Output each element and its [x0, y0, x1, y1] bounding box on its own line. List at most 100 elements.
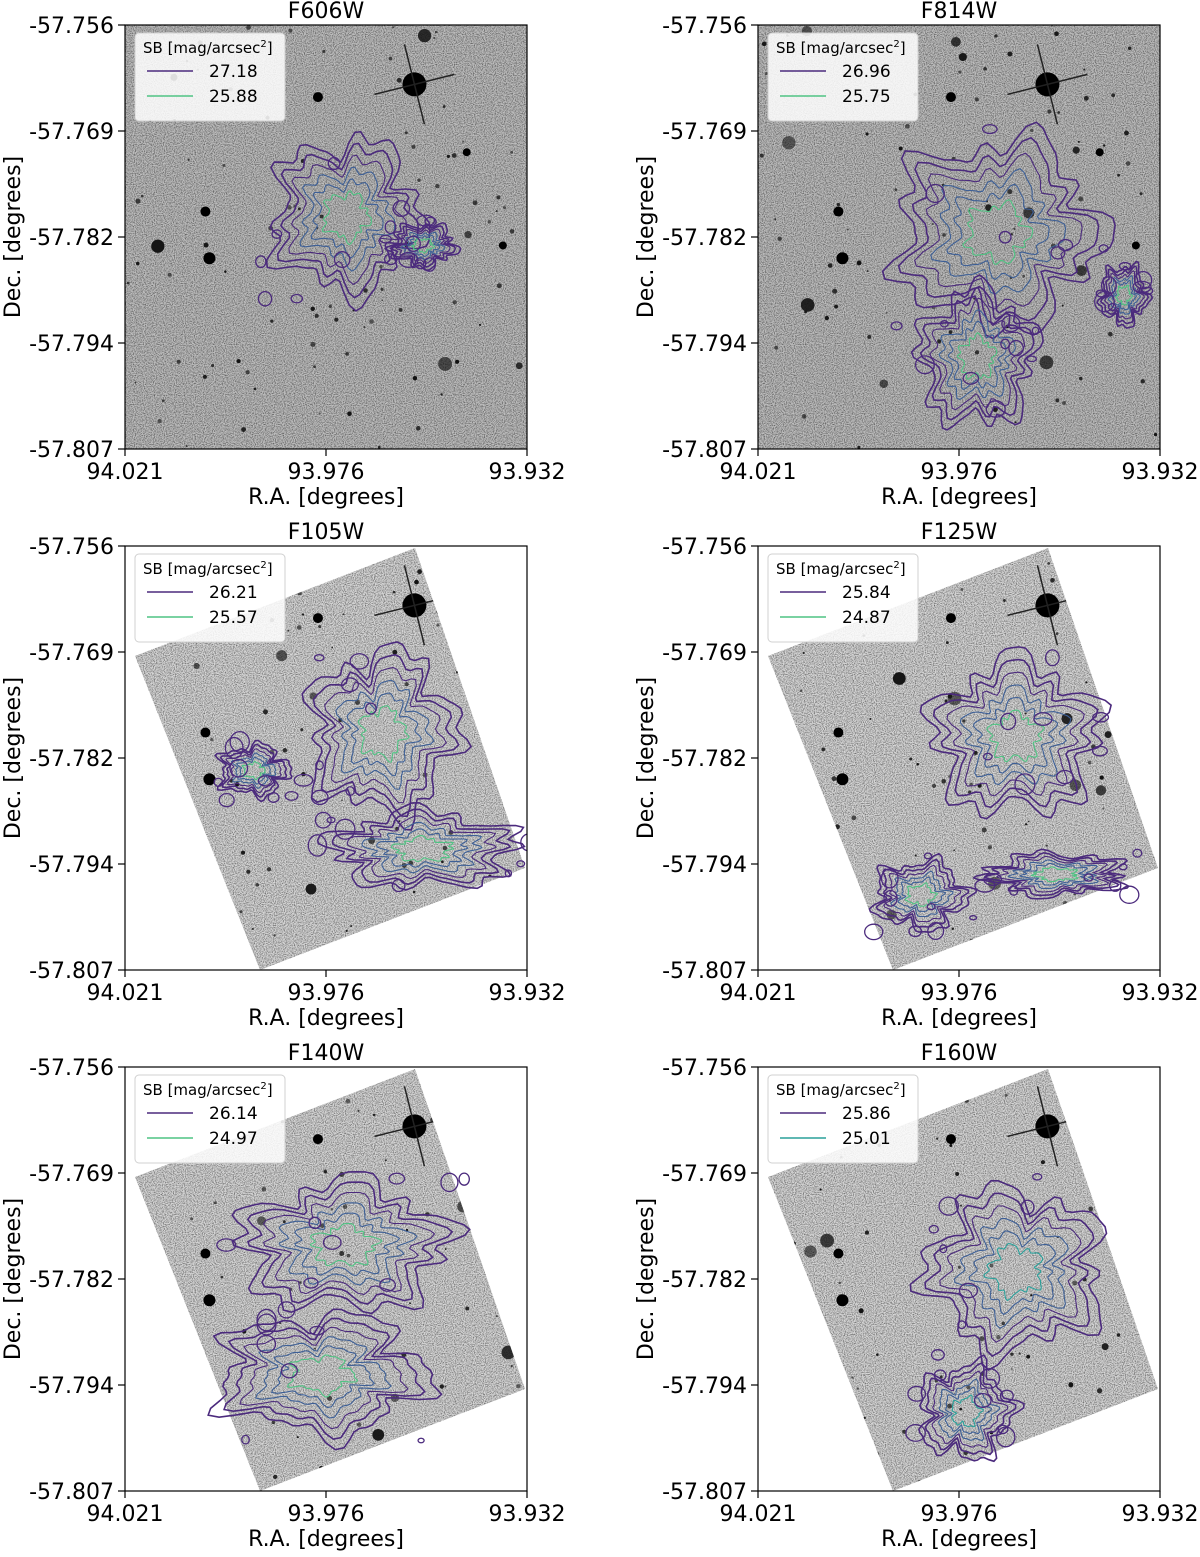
source [942, 232, 947, 237]
source [1013, 227, 1016, 230]
source [187, 1432, 193, 1437]
source [270, 319, 274, 323]
contour-blob [957, 1320, 967, 1330]
bright-star [203, 252, 216, 265]
legend-box [767, 32, 919, 122]
source [514, 1302, 517, 1305]
source [523, 955, 525, 958]
contour-line [288, 154, 408, 286]
source [187, 158, 190, 161]
source [1125, 161, 1131, 166]
contour-line [309, 1223, 383, 1267]
contour-blob [516, 860, 526, 868]
source [135, 766, 139, 770]
source [417, 178, 421, 182]
legend-entry: 26.96 [842, 62, 891, 82]
x-axis-label: R.A. [degrees] [881, 1006, 1037, 1031]
contour-line [331, 808, 512, 886]
source [498, 1142, 510, 1154]
source [190, 1217, 194, 1221]
contour-blob [293, 773, 314, 787]
y-tick-label: -57.782 [662, 1268, 747, 1293]
source [451, 153, 457, 158]
source [381, 299, 384, 301]
y-tick-label: -57.807 [662, 1480, 747, 1505]
contour-blob [256, 1308, 277, 1332]
source [778, 1368, 791, 1381]
source [392, 26, 395, 29]
contour-blob [520, 833, 527, 852]
source [320, 1223, 325, 1229]
legend: SB [mag/arcsec2] 25.84 24.87 [767, 553, 919, 643]
source [496, 283, 502, 289]
source [777, 236, 782, 241]
panel-title: F814W [921, 0, 998, 24]
contour-blob [1091, 745, 1108, 757]
source [761, 1412, 765, 1416]
source [417, 29, 432, 43]
source [502, 205, 507, 210]
contour-blob [1020, 1199, 1035, 1215]
contour-blob [340, 677, 359, 693]
contour-line [868, 852, 978, 934]
y-tick-label: -57.782 [662, 747, 747, 772]
source [500, 912, 502, 915]
source [1104, 731, 1112, 739]
source [372, 1428, 385, 1441]
bright-star [1131, 762, 1140, 771]
contour-blob [985, 400, 1006, 418]
contour-line [236, 756, 272, 785]
source [1108, 1075, 1113, 1080]
source [1018, 1448, 1023, 1453]
source [981, 827, 987, 833]
source [857, 915, 860, 919]
source [462, 140, 465, 143]
contour-line [968, 1230, 1057, 1316]
diffraction-spike [1036, 565, 1059, 646]
panel-f140w: F140W 94.021 93.976 93.932 -57.756 -57.769 -57… [1, 1041, 565, 1552]
panel-f105w: F105W 94.021 93.976 93.932 -57.756 -57.769 -57… [1, 520, 565, 1031]
bright-star [312, 92, 323, 103]
panel-f606w: F606W 94.021 93.976 93.932 -57.756 -57.769 -57… [1, 0, 565, 510]
contour-blob [229, 731, 250, 753]
bright-star [945, 613, 956, 624]
source [1069, 779, 1082, 791]
source [296, 1436, 299, 1439]
source [914, 854, 917, 857]
source [838, 1281, 841, 1285]
source [240, 1469, 246, 1475]
bright-star [498, 762, 507, 771]
source [1011, 1368, 1013, 1370]
source [816, 1346, 825, 1355]
source [969, 782, 973, 787]
y-tick-label: -57.756 [29, 535, 114, 560]
contour-blob [1133, 270, 1153, 290]
bright-star [1131, 241, 1140, 250]
contour-line [932, 658, 1099, 809]
source [442, 105, 446, 108]
contour-blob [327, 156, 341, 171]
source [176, 359, 181, 364]
source [506, 1423, 512, 1429]
source [851, 815, 857, 821]
source [892, 672, 906, 685]
source [1004, 1093, 1008, 1097]
contour-line [875, 858, 970, 928]
source [393, 553, 396, 556]
source [467, 1208, 473, 1213]
contour-blob [218, 792, 235, 808]
panel-title: F105W [288, 520, 365, 545]
contour-line [910, 274, 1044, 431]
contour-blob [349, 653, 370, 670]
source [1087, 760, 1092, 765]
source [486, 965, 492, 970]
source [768, 811, 772, 817]
contour-line [265, 130, 431, 312]
y-tick-label: -57.769 [662, 641, 747, 666]
contour-line [909, 1179, 1108, 1371]
source [1083, 68, 1086, 71]
contour-line [918, 1354, 1025, 1463]
source [1083, 95, 1089, 101]
source [288, 28, 293, 33]
contour-blob [1000, 712, 1017, 731]
